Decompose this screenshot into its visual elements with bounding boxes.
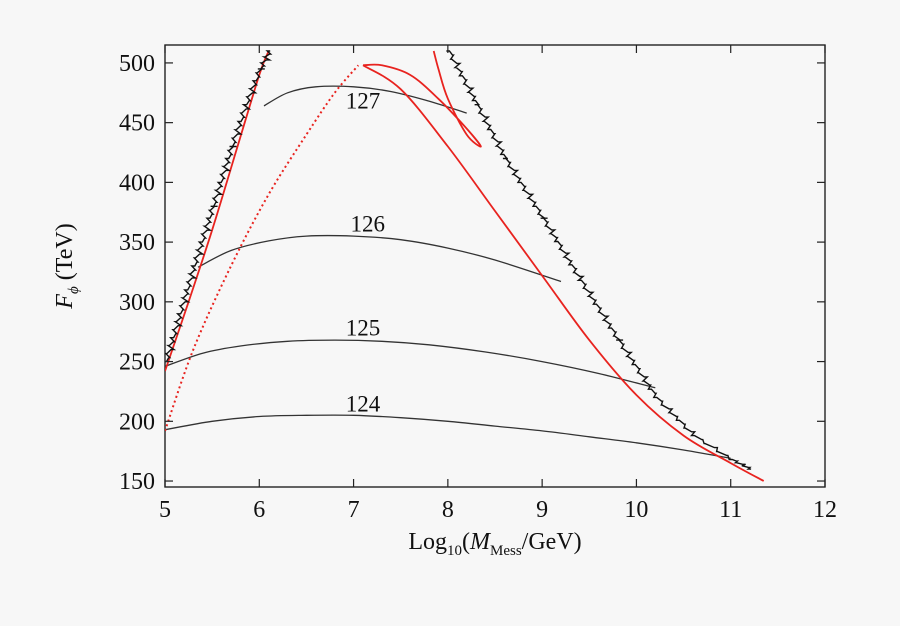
contour-label-125: 125 bbox=[346, 315, 381, 340]
x-tick-label: 8 bbox=[442, 497, 454, 523]
x-title-rest: /GeV) bbox=[522, 529, 582, 555]
x-tick-label: 9 bbox=[536, 497, 548, 523]
y-tick-label: 350 bbox=[119, 230, 155, 256]
contour-labels: 127 126 125 124 bbox=[346, 88, 385, 416]
series-line-124 bbox=[165, 414, 731, 459]
y-tick-label: 400 bbox=[119, 170, 155, 196]
y-axis-title: Fϕ (TeV) bbox=[52, 223, 82, 309]
series-line-126 bbox=[197, 234, 562, 283]
x-axis-title: Log10(MMess/GeV) bbox=[408, 529, 581, 559]
x-title-sub: 10 bbox=[447, 543, 462, 559]
series-line-red-dotted-rise bbox=[165, 64, 360, 432]
y-tick-label: 200 bbox=[119, 409, 155, 435]
contour-label-127: 127 bbox=[346, 88, 381, 113]
plot-area: 127 126 125 124 bbox=[164, 44, 826, 488]
series-line-127 bbox=[263, 85, 467, 114]
y-tick-label: 450 bbox=[119, 111, 155, 137]
y-title-unit: (TeV) bbox=[52, 223, 78, 286]
series-line-left-boundary bbox=[165, 50, 273, 363]
y-tick-label: 250 bbox=[119, 350, 155, 376]
y-title-var: F bbox=[52, 294, 78, 310]
contour-label-124: 124 bbox=[346, 392, 381, 417]
contour-label-126: 126 bbox=[350, 211, 385, 236]
series-line-red-left-edge bbox=[165, 50, 270, 372]
series-line-red-loop bbox=[362, 50, 482, 148]
x-tick-label: 6 bbox=[253, 497, 265, 523]
series-line-125 bbox=[165, 339, 656, 389]
x-axis: 5 6 7 8 9 10 11 12 bbox=[159, 45, 837, 523]
x-title-var-sub: Mess bbox=[490, 543, 522, 559]
y-tick-label: 150 bbox=[119, 469, 155, 495]
series-line-red-main-descent bbox=[362, 64, 765, 482]
x-tick-label: 11 bbox=[719, 497, 742, 523]
x-tick-label: 7 bbox=[348, 497, 360, 523]
x-tick-label: 10 bbox=[624, 497, 648, 523]
x-title-prefix: Log bbox=[408, 529, 447, 555]
x-tick-label: 12 bbox=[813, 497, 837, 523]
series-line-right-boundary bbox=[446, 50, 752, 470]
x-title-var: M bbox=[469, 529, 492, 555]
series-layer bbox=[165, 50, 765, 482]
x-tick-label: 5 bbox=[159, 497, 171, 523]
y-title-var-sub: ϕ bbox=[66, 286, 82, 294]
y-tick-label: 300 bbox=[119, 290, 155, 316]
x-title-open: ( bbox=[462, 529, 470, 555]
plot-frame bbox=[164, 44, 826, 488]
y-axis: 150 200 250 300 350 400 450 500 bbox=[119, 51, 825, 495]
y-tick-label: 500 bbox=[119, 51, 155, 77]
